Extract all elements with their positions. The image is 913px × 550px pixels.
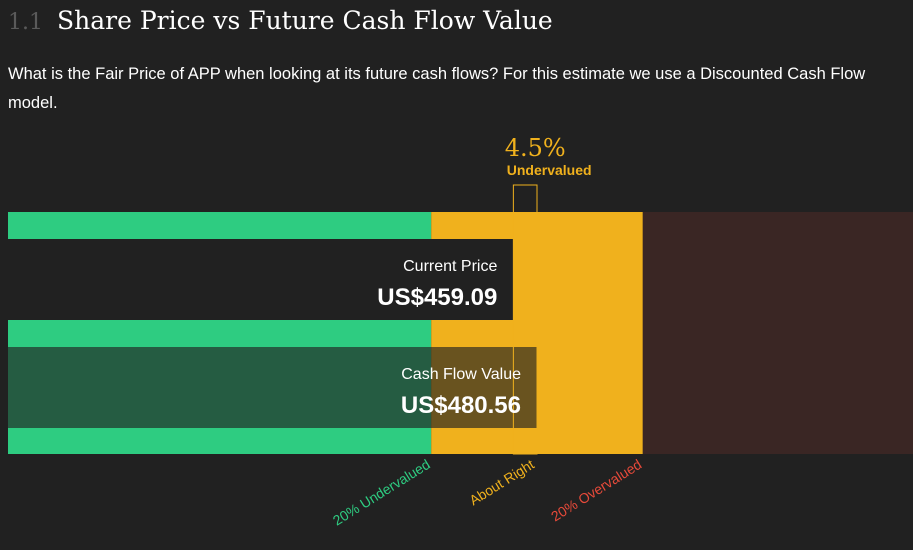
overvalued-zone <box>642 212 913 454</box>
current-price-label: Current Price <box>403 258 497 275</box>
current-price-value: US$459.09 <box>377 284 497 311</box>
section-header: 1.1 Share Price vs Future Cash Flow Valu… <box>8 6 553 40</box>
valuation-percent: 4.5% <box>505 134 566 162</box>
page-title: Share Price vs Future Cash Flow Value <box>57 6 553 35</box>
chart-description: What is the Fair Price of APP when looki… <box>8 65 866 112</box>
cash-flow-value-bar <box>8 347 537 428</box>
section-number: 1.1 <box>8 10 43 35</box>
zone-label-about-right: About Right <box>466 456 537 508</box>
current-price-bar <box>8 239 514 320</box>
zone-label-undervalued: 20% Undervalued <box>330 456 433 529</box>
zone-label-overvalued: 20% Overvalued <box>548 456 644 524</box>
cash-flow-value-amount: US$480.56 <box>401 392 521 419</box>
cash-flow-value-label: Cash Flow Value <box>401 366 521 383</box>
valuation-status: Undervalued <box>507 162 592 178</box>
undervalued-gap-marker <box>512 184 538 455</box>
